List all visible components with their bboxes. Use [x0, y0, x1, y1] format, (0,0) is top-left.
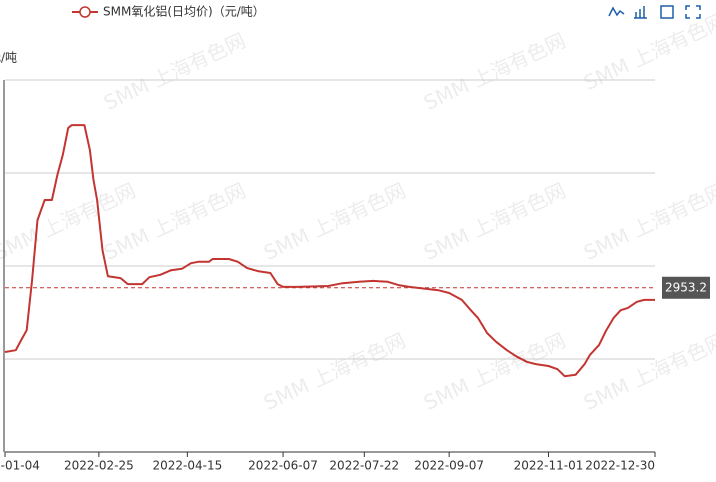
tool-save[interactable] [660, 5, 674, 19]
x-tick-label: 2022-01-04 [0, 459, 40, 473]
watermark: SMM 上海有色网 [420, 28, 569, 115]
y-axis-label: 元/吨 [0, 51, 17, 65]
watermark: SMM 上海有色网 [100, 28, 249, 115]
legend-label: SMM氧化铝(日均价)（元/吨） [103, 4, 265, 19]
mark-line-label-box [662, 276, 710, 299]
x-tick-label: 2022-02-25 [64, 459, 134, 473]
toolbox [608, 5, 701, 19]
x-tick-label: 2022-07-22 [329, 459, 399, 473]
mark-line-label: 2953.2 [665, 280, 707, 294]
x-tick-label: 2022-11-01 [514, 459, 584, 473]
tool-line[interactable] [608, 6, 625, 17]
watermark: SMM 上海有色网 [260, 328, 409, 415]
tool-bar[interactable] [634, 6, 647, 19]
legend[interactable]: SMM氧化铝(日均价)（元/吨） [72, 4, 265, 19]
x-tick-label: 2022-12-30 [585, 459, 655, 473]
watermark: SMM 上海有色网 [580, 8, 716, 95]
x-tick-label: 2022-04-15 [152, 459, 222, 473]
watermark: SMM 上海有色网 [580, 178, 716, 265]
legend-symbol [79, 6, 91, 18]
x-tick-label: 2022-06-07 [248, 459, 318, 473]
series-line [4, 124, 655, 378]
x-tick-label: 2022-09-07 [414, 459, 484, 473]
watermark: SMM 上海有色网 [260, 178, 409, 265]
tool-fullscreen[interactable] [685, 5, 701, 19]
watermarks: SMM 上海有色网 SMM 上海有色网 SMM 上海有色网 SMM 上海有色网 … [0, 8, 716, 415]
watermark: SMM 上海有色网 [420, 178, 569, 265]
